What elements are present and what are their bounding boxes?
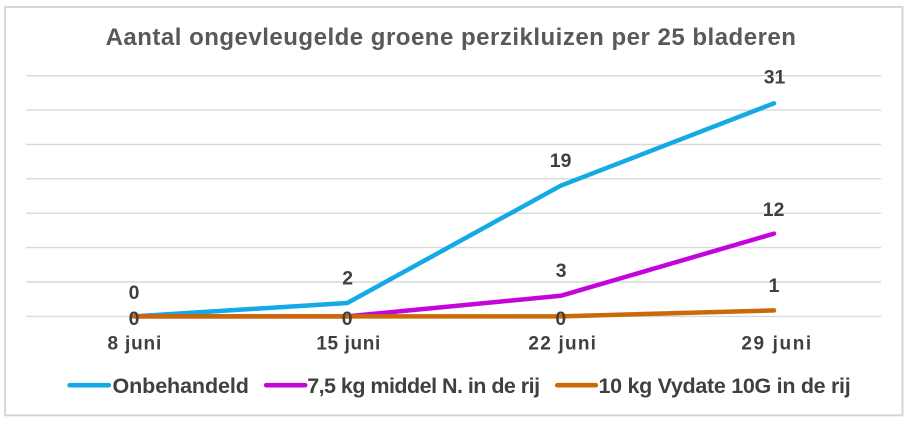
svg-text:0: 0 <box>555 308 566 330</box>
svg-text:22 juni: 22 juni <box>528 333 597 354</box>
svg-text:29 juni: 29 juni <box>741 333 812 354</box>
svg-text:12: 12 <box>763 199 785 221</box>
svg-text:1: 1 <box>769 275 780 297</box>
svg-text:Aantal ongevleugelde groene pe: Aantal ongevleugelde groene perzikluizen… <box>106 24 797 51</box>
svg-text:7,5 kg middel N. in de rij: 7,5 kg middel N. in de rij <box>307 374 539 398</box>
svg-text:15 juni: 15 juni <box>316 333 381 354</box>
svg-text:2: 2 <box>342 268 353 290</box>
svg-text:31: 31 <box>764 67 786 89</box>
svg-text:0: 0 <box>342 308 353 330</box>
svg-text:10 kg Vydate 10G in de rij: 10 kg Vydate 10G in de rij <box>599 374 851 398</box>
svg-text:8 juni: 8 juni <box>107 333 162 354</box>
svg-text:0: 0 <box>129 308 140 330</box>
svg-text:3: 3 <box>556 260 567 282</box>
svg-text:Onbehandeld: Onbehandeld <box>113 374 249 398</box>
svg-text:0: 0 <box>129 282 140 304</box>
svg-text:19: 19 <box>550 150 572 172</box>
